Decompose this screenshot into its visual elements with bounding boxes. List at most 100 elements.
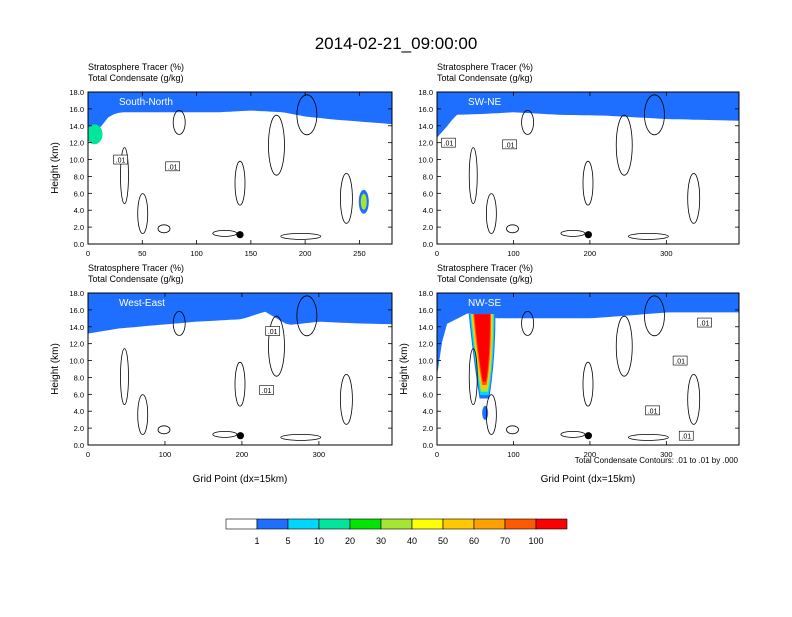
condensate-contour	[339, 172, 353, 224]
tracer-band-9	[88, 293, 392, 334]
colorbar-label: 40	[407, 536, 417, 546]
x-tick-label: 300	[313, 450, 326, 459]
condensate-contour	[506, 224, 519, 234]
contour-label-box	[165, 161, 180, 172]
y-tick-label: 12.0	[418, 340, 433, 349]
contour-label: .01	[116, 158, 126, 165]
tracer-field	[437, 293, 739, 441]
contour-label: .01	[444, 141, 454, 148]
y-axis-label: Height (km)	[399, 343, 410, 395]
condensate-contour	[628, 433, 669, 441]
condensate-contour	[280, 433, 322, 441]
colorbar-label: 1	[254, 536, 259, 546]
contour-label-box	[672, 355, 688, 366]
condensate-contour	[234, 160, 246, 206]
x-tick-label: 100	[507, 450, 520, 459]
colorbar-swatch	[380, 518, 413, 530]
y-tick-label: 8.0	[74, 172, 84, 181]
plot-frame	[436, 91, 740, 245]
contour-label: .01	[700, 321, 710, 328]
condensate-contour	[485, 193, 497, 235]
panel-west-east: Stratosphere Tracer (%)Total Condensate …	[50, 263, 393, 485]
x-axis-label: Grid Point (dx=15km)	[193, 474, 288, 485]
section-label: South-North	[119, 97, 173, 108]
figure-title: 2014-02-21_09:00:00	[315, 34, 478, 53]
y-tick-label: 10.0	[69, 357, 84, 366]
panel-south-north: Stratosphere Tracer (%)Total Condensate …	[50, 62, 393, 258]
x-tick-label: 0	[435, 450, 439, 459]
condensate-contour	[644, 94, 665, 136]
y-tick-label: 10.0	[418, 357, 433, 366]
y-tick-label: 16.0	[69, 306, 84, 315]
y-tick-label: 4.0	[74, 206, 84, 215]
subtitle-tracer: Stratosphere Tracer (%)	[88, 62, 184, 72]
condensate-contour	[172, 310, 186, 336]
condensate-contour	[521, 110, 534, 135]
contour-label: .01	[168, 164, 178, 171]
y-tick-label: 4.0	[423, 206, 433, 215]
y-tick-label: 12.0	[69, 139, 84, 148]
y-tick-label: 10.0	[418, 156, 433, 165]
y-tick-label: 0.0	[423, 240, 433, 249]
y-tick-label: 6.0	[74, 189, 84, 198]
contour-label-box	[113, 154, 128, 165]
condensate-contour	[485, 394, 497, 436]
condensate-contour	[687, 172, 701, 224]
y-tick-label: 0.0	[74, 240, 84, 249]
condensate-contour	[120, 348, 129, 406]
x-tick-label: 100	[190, 249, 203, 258]
y-tick-label: 14.0	[418, 323, 433, 332]
section-label: NW-SE	[468, 298, 501, 309]
y-tick-label: 6.0	[423, 390, 433, 399]
condensate-contour	[582, 361, 594, 407]
subtitle-tracer: Stratosphere Tracer (%)	[437, 62, 533, 72]
section-label: West-East	[119, 298, 165, 309]
y-tick-label: 2.0	[74, 223, 84, 232]
colorbar-swatch	[256, 518, 289, 530]
y-tick-label: 18.0	[69, 88, 84, 97]
y-axis-label: Height (km)	[50, 142, 61, 194]
colorbar-swatch	[287, 518, 320, 530]
condensate-contour	[157, 224, 171, 234]
location-marker	[584, 432, 592, 440]
y-tick-label: 2.0	[74, 424, 84, 433]
panel-nw-se: Stratosphere Tracer (%)Total Condensate …	[399, 263, 740, 485]
y-tick-label: 6.0	[423, 189, 433, 198]
y-tick-label: 4.0	[423, 407, 433, 416]
tracer-blob-core	[360, 193, 367, 210]
x-axis-label: Grid Point (dx=15km)	[541, 474, 636, 485]
contour-label: .01	[262, 388, 272, 395]
condensate-contour	[468, 147, 478, 205]
colorbar-label: 50	[438, 536, 448, 546]
condensate-contour	[172, 110, 186, 135]
condensate-contour	[137, 193, 149, 235]
tracer-band-9	[88, 92, 392, 139]
contour-label-box	[259, 385, 274, 395]
contour-label-box	[678, 430, 694, 441]
subtitle-tracer: Stratosphere Tracer (%)	[437, 263, 533, 273]
tracer-band-9	[437, 293, 739, 376]
colorbar-swatch	[473, 518, 506, 530]
x-tick-label: 150	[245, 249, 258, 258]
contour-label-box	[265, 326, 281, 336]
contour-label: .01	[648, 408, 658, 415]
colorbar-label: 30	[376, 536, 386, 546]
y-tick-label: 12.0	[418, 139, 433, 148]
y-tick-label: 14.0	[418, 122, 433, 131]
y-tick-label: 8.0	[423, 373, 433, 382]
colorbar-swatch	[442, 518, 475, 530]
y-tick-label: 2.0	[423, 223, 433, 232]
contour-label: .01	[681, 434, 691, 441]
x-tick-label: 100	[159, 450, 172, 459]
x-tick-label: 200	[236, 450, 249, 459]
section-label: SW-NE	[468, 97, 501, 108]
x-tick-label: 300	[660, 450, 673, 459]
condensate-contour	[687, 373, 701, 425]
contour-label-box	[645, 405, 660, 416]
y-tick-label: 10.0	[69, 156, 84, 165]
y-tick-label: 18.0	[418, 88, 433, 97]
subtitle-condensate: Total Condensate (g/kg)	[88, 73, 184, 83]
contour-label-box	[697, 317, 712, 328]
condensate-contour	[120, 147, 129, 205]
